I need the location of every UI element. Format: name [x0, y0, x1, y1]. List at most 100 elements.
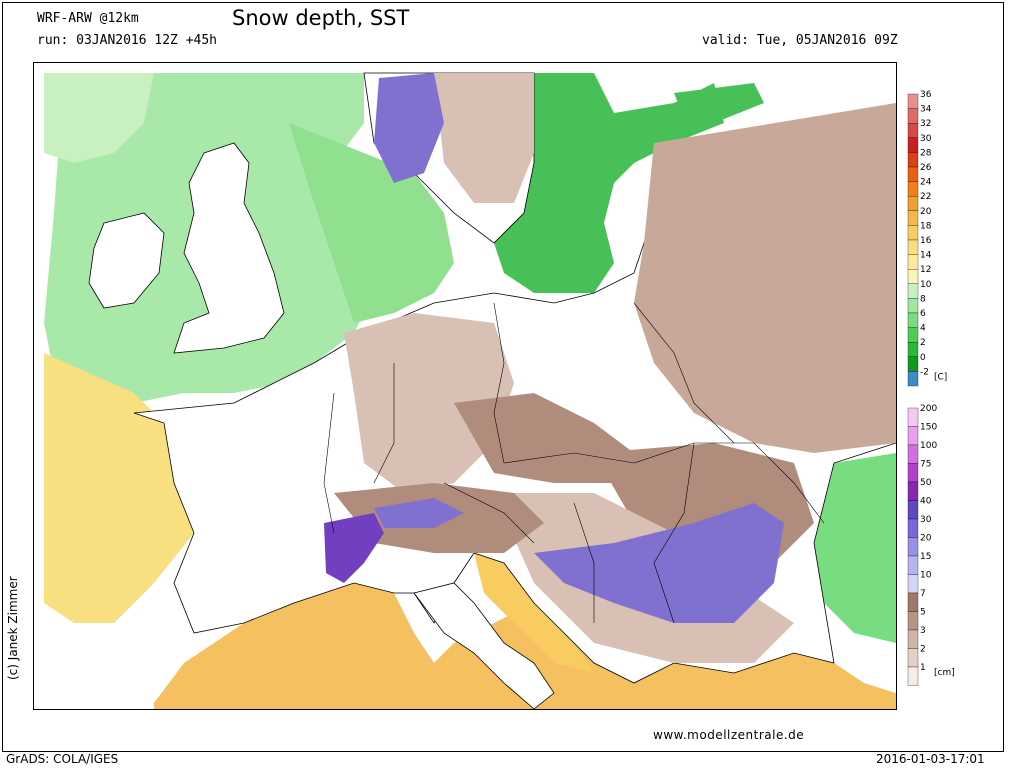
- valid-time-label: valid: Tue, 05JAN2016 09Z: [702, 33, 898, 48]
- sst-legend-tick-label: 22: [920, 192, 931, 202]
- sst-legend-tick-label: 26: [920, 163, 932, 173]
- black-sea-sst-region: [814, 453, 896, 643]
- sst-legend-swatch: [907, 269, 919, 284]
- snow-legend-tick-label: 5: [920, 608, 926, 618]
- gulf-of-finland-sst: [674, 83, 764, 123]
- baltic-sst-region: [494, 73, 724, 293]
- sst-legend-tick-label: 18: [920, 221, 932, 231]
- sst-legend-tick-label: 10: [920, 280, 932, 290]
- sst-legend-tick-label: 30: [920, 134, 932, 144]
- sst-legend-swatch: [907, 239, 919, 255]
- snow-legend-tick-label: 20: [920, 534, 932, 544]
- sst-legend-swatch: [907, 254, 919, 270]
- snow-legend-swatch: [907, 555, 919, 575]
- sst-legend-swatch: [907, 283, 919, 299]
- snow-legend-tick-label: 3: [920, 626, 926, 636]
- snow-light-germany: [344, 313, 514, 493]
- sst-legend-swatch: [907, 181, 919, 197]
- sst-legend-tick-label: 4: [920, 324, 926, 334]
- sst-legend-swatch: [907, 371, 919, 387]
- snow-heavy-norway: [374, 73, 444, 183]
- snow-heavy-alps-west: [324, 513, 384, 583]
- snow-legend-tick-label: 75: [920, 460, 931, 470]
- snow-legend-swatch: [907, 407, 919, 427]
- snow-medium-czechia: [454, 393, 634, 483]
- snow-legend-unit-label: [cm]: [934, 668, 955, 678]
- sst-legend-tick-label: 32: [920, 119, 931, 129]
- snow-legend-swatch: [907, 574, 919, 594]
- snow-legend-swatch: [907, 611, 919, 631]
- mediterranean-sst-region: [154, 583, 896, 709]
- snow-legend-swatch: [907, 463, 919, 483]
- snow-legend-tick-label: 15: [920, 552, 931, 562]
- sst-legend-swatch: [907, 152, 919, 168]
- snow-legend-swatch: [907, 518, 919, 538]
- snow-legend-swatch: [907, 648, 919, 668]
- sst-legend-tick-label: 28: [920, 148, 932, 158]
- sst-legend-swatch: [907, 356, 919, 372]
- sst-legend-swatch: [907, 196, 919, 211]
- snow-legend-tick-label: 200: [920, 404, 937, 414]
- sst-legend-swatch: [907, 166, 919, 182]
- sst-legend-tick-label: 34: [920, 105, 932, 115]
- snow-heavy-hungary: [534, 503, 784, 623]
- sst-legend-swatch: [907, 123, 919, 138]
- sst-legend-tick-label: 14: [920, 251, 932, 261]
- sst-legend-tick-label: 36: [920, 90, 932, 100]
- figure-frame: [2, 2, 1004, 752]
- software-label: GrADS: COLA/IGES: [6, 752, 119, 766]
- sst-legend-tick-label: -2: [920, 367, 929, 377]
- sst-legend-swatch: [907, 225, 919, 241]
- italy-land: [413, 582, 555, 709]
- great-britain-land: [173, 142, 285, 354]
- sst-legend-tick-label: 6: [920, 309, 926, 319]
- model-label: WRF-ARW @12km: [37, 11, 139, 26]
- snow-legend-tick-label: 150: [920, 423, 937, 433]
- snow-legend-tick-label: 100: [920, 441, 937, 451]
- snow-legend-tick-label: 50: [920, 478, 932, 488]
- sst-legend-swatch: [907, 108, 919, 124]
- sst-legend-tick-label: 16: [920, 236, 932, 246]
- snow-legend-tick-label: 2: [920, 645, 926, 655]
- adriatic-sst-region: [474, 553, 594, 673]
- website-label: www.modellzentrale.de: [653, 728, 805, 742]
- sst-legend-swatch: [907, 93, 919, 109]
- sst-legend-tick-label: 20: [920, 207, 932, 217]
- sst-legend-tick-label: 0: [920, 353, 926, 363]
- snow-light-eastern-europe: [634, 103, 896, 453]
- snow-legend-swatch: [907, 592, 919, 612]
- chart-title: Snow depth, SST: [232, 6, 410, 30]
- sst-legend-tick-label: 24: [920, 178, 932, 188]
- north-atlantic-sst-light: [44, 73, 154, 163]
- snow-legend-tick-label: 40: [920, 497, 932, 507]
- sst-legend-swatch: [907, 137, 919, 153]
- sst-legend-swatch: [907, 210, 919, 226]
- ireland-land: [88, 212, 165, 309]
- snow-legend-swatch: [907, 444, 919, 464]
- sst-legend-swatch: [907, 312, 919, 328]
- snow-legend-swatch: [907, 537, 919, 557]
- snow-legend-tick-label: 30: [920, 515, 932, 525]
- copyright-label: (c) Janek Zimmer: [6, 576, 20, 680]
- timestamp-label: 2016-01-03-17:01: [876, 752, 985, 766]
- snow-legend-swatch: [907, 426, 919, 446]
- sst-legend-swatch: [907, 327, 919, 343]
- snow-legend-tick-label: 1: [920, 663, 926, 673]
- country-borders: [323, 302, 825, 624]
- snow-legend-tick-label: 10: [920, 571, 932, 581]
- snow-light-scandinavia: [434, 73, 534, 203]
- sst-legend-tick-label: 12: [920, 265, 931, 275]
- run-time-label: run: 03JAN2016 12Z +45h: [37, 33, 218, 48]
- sst-legend-tick-label: 8: [920, 294, 926, 304]
- sst-legend-swatch: [907, 298, 919, 314]
- sst-legend-unit-label: [C]: [934, 372, 947, 382]
- snow-legend-swatch: [907, 500, 919, 520]
- snow-legend-swatch: [907, 481, 919, 501]
- sst-legend-swatch: [907, 342, 919, 357]
- snow-legend-tick-label: 7: [920, 589, 926, 599]
- snow-legend-swatch: [907, 666, 919, 686]
- snow-heavy-alps-central: [374, 498, 464, 528]
